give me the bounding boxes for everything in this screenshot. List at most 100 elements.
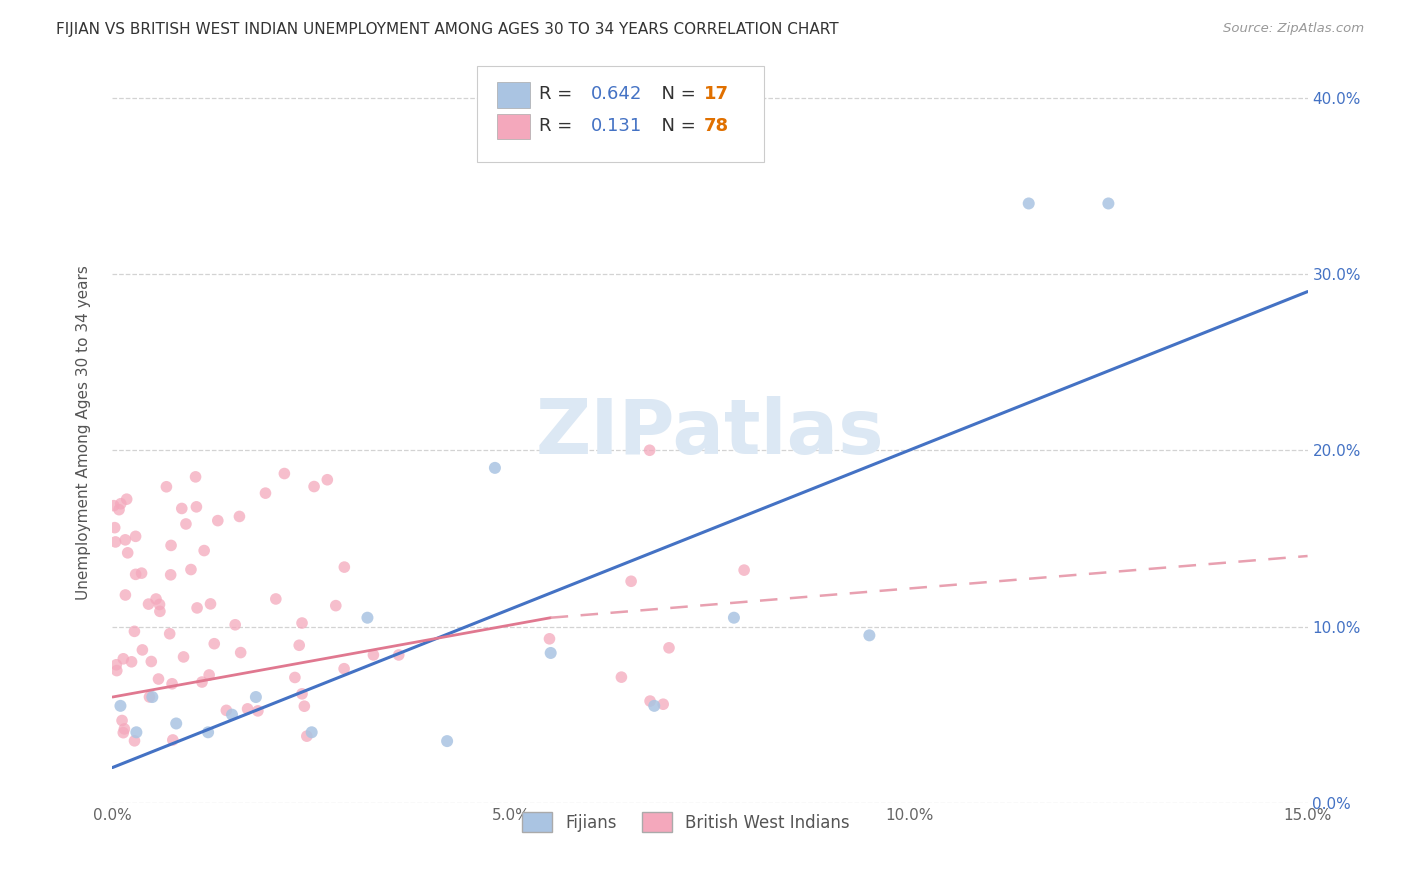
Point (138, 597, 160, 611)
Point (108, 502, 131, 516)
Point (363, 648, 385, 662)
Point (173, 649, 195, 664)
Point (114, 533, 136, 547)
Point (288, 638, 311, 652)
Text: R =: R = (538, 86, 578, 103)
Point (193, 543, 215, 558)
Point (245, 690, 267, 704)
Point (112, 652, 135, 666)
Text: FIJIAN VS BRITISH WEST INDIAN UNEMPLOYMENT AMONG AGES 30 TO 34 YEARS CORRELATION: FIJIAN VS BRITISH WEST INDIAN UNEMPLOYME… (56, 22, 839, 37)
Point (325, 599, 347, 613)
Y-axis label: Unemployment Among Ages 30 to 34 years: Unemployment Among Ages 30 to 34 years (76, 265, 91, 600)
Point (180, 563, 202, 577)
Point (105, 657, 128, 672)
Point (295, 729, 318, 743)
Point (316, 473, 339, 487)
Point (1097, 196, 1119, 211)
Point (620, 574, 643, 589)
Point (198, 668, 221, 682)
Point (186, 601, 208, 615)
Point (112, 725, 135, 739)
Text: N =: N = (651, 86, 702, 103)
Point (159, 626, 181, 640)
Point (723, 610, 745, 624)
Text: R =: R = (538, 117, 583, 135)
Text: 78: 78 (704, 117, 730, 135)
Point (174, 516, 197, 531)
Point (186, 500, 208, 514)
Point (333, 560, 356, 574)
Point (105, 664, 128, 678)
Point (202, 637, 225, 651)
Point (155, 480, 177, 494)
Point (236, 702, 259, 716)
Point (114, 588, 136, 602)
Point (148, 598, 170, 612)
Point (638, 443, 661, 458)
Point (284, 671, 307, 685)
Point (162, 733, 184, 747)
Point (170, 501, 193, 516)
Point (264, 591, 287, 606)
Point (165, 716, 187, 731)
Point (291, 687, 314, 701)
Point (149, 604, 172, 618)
Point (131, 643, 153, 657)
Point (638, 694, 661, 708)
Point (1018, 196, 1040, 211)
Point (302, 479, 325, 493)
Point (540, 646, 562, 660)
Text: Source: ZipAtlas.com: Source: ZipAtlas.com (1223, 22, 1364, 36)
Point (141, 655, 163, 669)
Point (333, 662, 356, 676)
Point (197, 725, 219, 739)
Point (733, 563, 755, 577)
Point (254, 486, 277, 500)
Text: N =: N = (651, 117, 702, 135)
Point (159, 567, 181, 582)
Text: 0.131: 0.131 (591, 117, 641, 135)
Point (121, 655, 143, 669)
Point (124, 529, 146, 543)
Point (184, 470, 207, 484)
Point (356, 610, 378, 624)
Point (141, 690, 163, 704)
Point (436, 734, 458, 748)
Point (124, 567, 146, 582)
Point (246, 704, 269, 718)
Point (191, 675, 214, 690)
Point (160, 677, 183, 691)
Point (111, 714, 134, 728)
Text: 0.642: 0.642 (591, 86, 643, 103)
Point (125, 725, 148, 739)
Point (104, 521, 127, 535)
Point (301, 725, 323, 739)
Point (124, 624, 146, 639)
Text: 17: 17 (704, 86, 730, 103)
Point (138, 690, 160, 704)
Point (291, 615, 314, 630)
Point (131, 566, 153, 581)
Point (160, 538, 183, 552)
Point (388, 648, 411, 662)
Point (610, 670, 633, 684)
FancyBboxPatch shape (498, 82, 530, 108)
Point (228, 509, 250, 524)
Point (658, 640, 681, 655)
Point (215, 703, 238, 717)
Point (112, 722, 135, 736)
Text: ZIPatlas: ZIPatlas (536, 396, 884, 469)
Point (124, 734, 146, 748)
Point (273, 467, 295, 481)
Point (484, 461, 506, 475)
FancyBboxPatch shape (477, 66, 763, 162)
Point (115, 492, 138, 507)
Point (643, 698, 665, 713)
Point (110, 698, 132, 713)
Point (229, 646, 252, 660)
Point (110, 497, 132, 511)
Point (117, 546, 139, 560)
Legend: Fijians, British West Indians: Fijians, British West Indians (516, 805, 856, 838)
Point (652, 697, 675, 711)
Point (104, 535, 127, 549)
